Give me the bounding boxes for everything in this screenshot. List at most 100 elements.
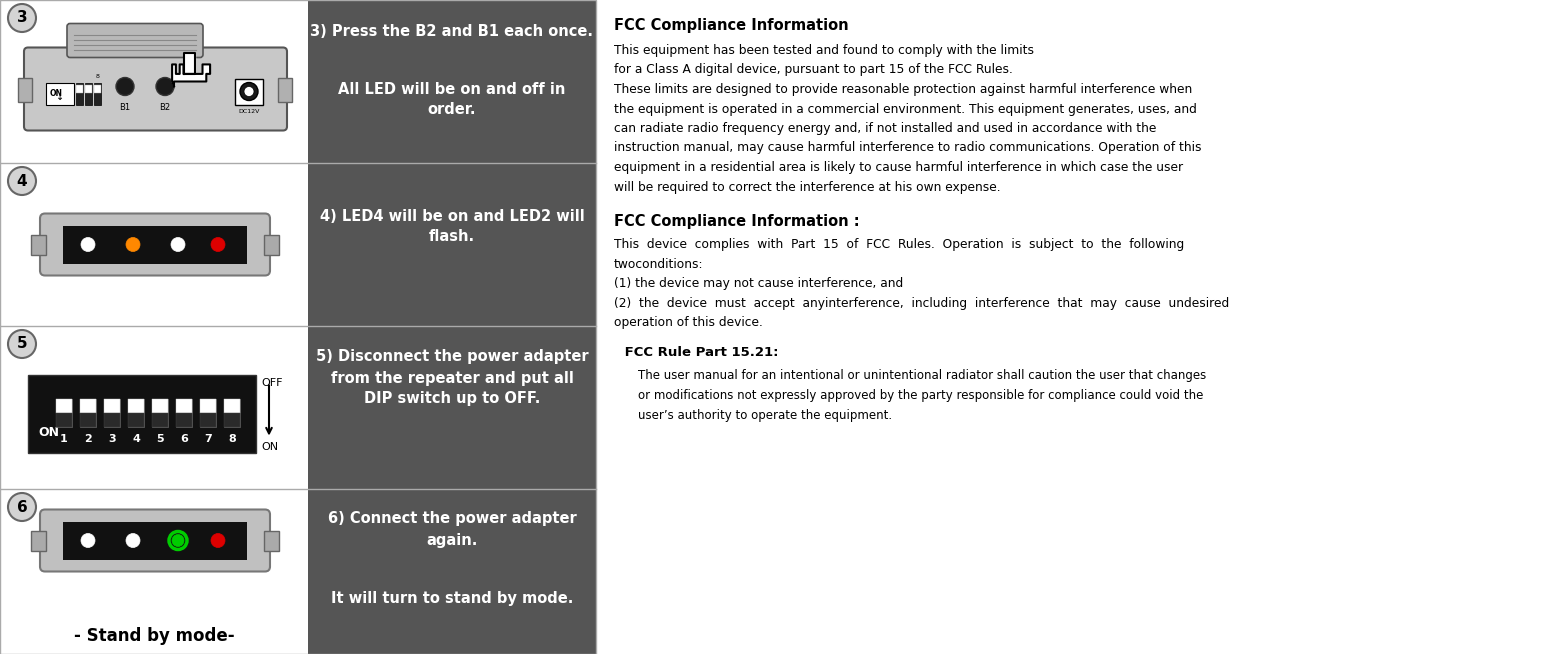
- Bar: [127, 398, 144, 426]
- Bar: [152, 413, 168, 426]
- FancyBboxPatch shape: [23, 48, 287, 131]
- Text: instruction manual, may cause harmful interference to radio communications. Oper: instruction manual, may cause harmful in…: [615, 141, 1201, 154]
- Text: 3: 3: [17, 10, 28, 26]
- Circle shape: [171, 237, 185, 252]
- Circle shape: [116, 78, 133, 95]
- Text: operation of this device.: operation of this device.: [615, 316, 764, 329]
- Polygon shape: [172, 64, 210, 86]
- Text: 1: 1: [61, 434, 68, 443]
- Circle shape: [8, 4, 36, 32]
- Text: 4) LED4 will be on and LED2 will: 4) LED4 will be on and LED2 will: [320, 209, 585, 224]
- Bar: [278, 78, 292, 101]
- Text: 4: 4: [17, 173, 28, 188]
- Text: 2: 2: [84, 434, 92, 443]
- Text: The user manual for an intentional or unintentional radiator shall caution the u: The user manual for an intentional or un…: [638, 370, 1206, 383]
- Circle shape: [172, 534, 185, 547]
- Bar: [200, 398, 216, 426]
- Circle shape: [211, 534, 225, 547]
- Bar: [95, 82, 101, 105]
- Text: ↓: ↓: [56, 92, 64, 101]
- Text: DC12V: DC12V: [239, 109, 259, 114]
- Bar: [104, 413, 120, 426]
- Bar: [127, 413, 144, 426]
- FancyBboxPatch shape: [40, 213, 270, 275]
- Text: 5: 5: [17, 337, 28, 351]
- Bar: [307, 163, 596, 326]
- Text: (1) the device may not cause interference, and: (1) the device may not cause interferenc…: [615, 277, 903, 290]
- Text: All LED will be on and off in: All LED will be on and off in: [338, 82, 565, 97]
- Bar: [19, 78, 33, 101]
- Text: It will turn to stand by mode.: It will turn to stand by mode.: [331, 591, 573, 606]
- Text: DIP switch up to OFF.: DIP switch up to OFF.: [363, 390, 540, 405]
- Text: can radiate radio frequency energy and, if not installed and used in accordance : can radiate radio frequency energy and, …: [615, 122, 1156, 135]
- Text: B2: B2: [160, 103, 171, 112]
- Polygon shape: [183, 53, 196, 74]
- Text: twoconditions:: twoconditions:: [615, 258, 703, 271]
- Text: (2)  the  device  must  accept  anyinterference,  including  interference  that : (2) the device must accept anyinterferen…: [615, 296, 1229, 309]
- Text: ON: ON: [261, 443, 278, 453]
- Bar: [104, 398, 120, 426]
- Text: flash.: flash.: [428, 229, 475, 244]
- Text: 5) Disconnect the power adapter: 5) Disconnect the power adapter: [315, 349, 588, 364]
- Bar: [307, 489, 596, 654]
- Circle shape: [81, 237, 95, 252]
- Bar: [31, 530, 47, 551]
- Text: FCC Rule Part 15.21:: FCC Rule Part 15.21:: [619, 345, 779, 358]
- Text: 8: 8: [228, 434, 236, 443]
- Text: equipment in a residential area is likely to cause harmful interference in which: equipment in a residential area is likel…: [615, 161, 1183, 174]
- Bar: [200, 413, 216, 426]
- Text: ON: ON: [37, 426, 59, 439]
- Text: OFF: OFF: [261, 379, 282, 388]
- Bar: [64, 521, 247, 560]
- Bar: [264, 530, 279, 551]
- Text: 4: 4: [132, 434, 140, 443]
- Text: from the repeater and put all: from the repeater and put all: [331, 371, 573, 385]
- Bar: [223, 413, 241, 426]
- FancyBboxPatch shape: [67, 24, 203, 58]
- Text: ON: ON: [50, 90, 64, 99]
- Text: will be required to correct the interference at his own expense.: will be required to correct the interfer…: [615, 181, 1001, 194]
- Text: FCC Compliance Information: FCC Compliance Information: [615, 18, 849, 33]
- Bar: [307, 326, 596, 489]
- Bar: [223, 398, 241, 413]
- Circle shape: [126, 237, 140, 252]
- Bar: [81, 398, 96, 413]
- Text: 6: 6: [180, 434, 188, 443]
- Bar: [0, 163, 307, 326]
- Circle shape: [8, 330, 36, 358]
- Bar: [152, 398, 168, 426]
- Text: This  device  complies  with  Part  15  of  FCC  Rules.  Operation  is  subject : This device complies with Part 15 of FCC…: [615, 238, 1184, 251]
- Bar: [56, 398, 71, 426]
- Bar: [175, 413, 192, 426]
- Bar: [0, 326, 307, 489]
- Bar: [307, 0, 596, 163]
- Text: again.: again.: [427, 534, 478, 549]
- Bar: [175, 398, 192, 426]
- Bar: [175, 398, 192, 413]
- Circle shape: [81, 534, 95, 547]
- Text: - Stand by mode-: - Stand by mode-: [73, 627, 234, 645]
- Bar: [81, 398, 96, 426]
- Bar: [234, 78, 262, 105]
- Text: B1: B1: [120, 103, 130, 112]
- Bar: [0, 489, 307, 654]
- Bar: [264, 235, 279, 254]
- Text: These limits are designed to provide reasonable protection against harmful inter: These limits are designed to provide rea…: [615, 83, 1192, 96]
- Text: 6: 6: [17, 500, 28, 515]
- Text: the equipment is operated in a commercial environment. This equipment generates,: the equipment is operated in a commercia…: [615, 103, 1197, 116]
- Text: 5: 5: [157, 434, 165, 443]
- Text: order.: order.: [428, 102, 476, 117]
- Circle shape: [244, 86, 255, 97]
- Text: FCC Compliance Information :: FCC Compliance Information :: [615, 214, 860, 229]
- Bar: [28, 375, 256, 453]
- Bar: [95, 84, 101, 92]
- Circle shape: [8, 493, 36, 521]
- Bar: [200, 398, 216, 413]
- Circle shape: [8, 167, 36, 195]
- Bar: [76, 82, 82, 105]
- Bar: [76, 84, 82, 92]
- Bar: [85, 82, 92, 105]
- Bar: [64, 226, 247, 264]
- Circle shape: [211, 237, 225, 252]
- Circle shape: [169, 532, 186, 549]
